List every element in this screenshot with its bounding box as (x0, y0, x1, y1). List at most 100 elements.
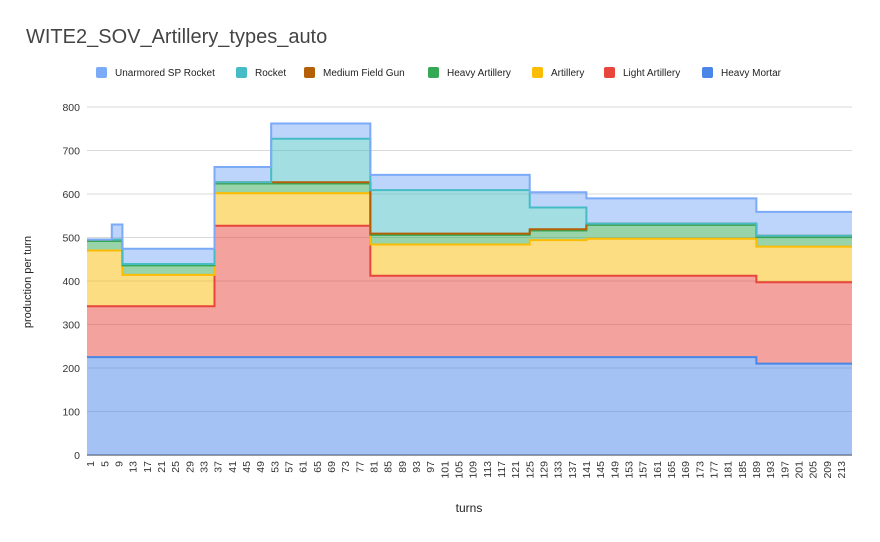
legend-item-light-artillery[interactable]: Light Artillery (604, 67, 681, 79)
y-tick-label: 700 (62, 146, 80, 158)
area-unarmored-sp-rocket (87, 123, 852, 265)
x-tick-label: 209 (822, 461, 834, 479)
legend-swatch (702, 67, 713, 78)
x-tick-label: 33 (199, 461, 211, 473)
x-tick-label: 5 (99, 461, 111, 467)
y-tick-label: 600 (62, 189, 80, 201)
series-areas (87, 123, 852, 455)
x-tick-label: 45 (241, 461, 253, 473)
x-tick-label: 89 (397, 461, 409, 473)
x-tick-label: 117 (496, 461, 508, 478)
x-tick-label: 17 (142, 461, 154, 473)
legend-swatch (428, 67, 439, 78)
legend-item-medium-field-gun[interactable]: Medium Field Gun (304, 67, 405, 79)
x-tick-label: 157 (638, 461, 650, 479)
x-tick-label: 189 (751, 461, 763, 479)
y-tick-label: 500 (62, 233, 80, 245)
x-tick-label: 21 (156, 461, 168, 473)
x-tick-label: 109 (468, 461, 480, 479)
x-tick-label: 169 (680, 461, 692, 479)
x-tick-label: 177 (709, 461, 721, 479)
x-tick-label: 97 (425, 461, 437, 473)
x-tick-label: 37 (213, 461, 225, 473)
x-tick-label: 113 (482, 461, 494, 478)
x-tick-label: 101 (439, 461, 451, 479)
legend-item-rocket[interactable]: Rocket (236, 67, 287, 79)
x-tick-label: 133 (553, 461, 565, 479)
x-tick-label: 173 (694, 461, 706, 479)
x-tick-label: 73 (340, 461, 352, 473)
x-tick-label: 197 (779, 461, 791, 479)
line-unarmored-sp-rocket (87, 122, 852, 250)
x-tick-label: 205 (808, 461, 820, 479)
area-light-artillery (87, 225, 852, 364)
x-tick-label: 121 (510, 461, 522, 479)
x-tick-label: 93 (411, 461, 423, 473)
x-tick-label: 161 (652, 461, 664, 479)
legend-label: Heavy Mortar (721, 68, 782, 79)
x-tick-label: 145 (595, 461, 607, 479)
line-heavy-mortar (87, 356, 852, 365)
x-tick-label: 85 (383, 461, 395, 473)
x-tick-label: 201 (794, 461, 806, 479)
line-artillery (87, 192, 852, 276)
legend-label: Heavy Artillery (447, 68, 511, 79)
x-tick-label: 185 (737, 461, 749, 479)
x-tick-label: 141 (581, 461, 593, 479)
legend-label: Medium Field Gun (323, 68, 405, 79)
x-tick-label: 149 (609, 461, 621, 479)
area-artillery (87, 193, 852, 307)
legend-swatch (236, 67, 247, 78)
y-tick-label: 100 (62, 407, 80, 419)
chart-title: WITE2_SOV_Artillery_types_auto (26, 26, 328, 48)
x-tick-label: 57 (284, 461, 296, 473)
x-tick-label: 9 (114, 461, 126, 467)
x-tick-label: 13 (128, 461, 140, 473)
x-tick-label: 53 (269, 461, 281, 473)
legend-label: Unarmored SP Rocket (115, 68, 215, 79)
y-tick-label: 200 (62, 363, 80, 375)
legend-label: Rocket (255, 68, 287, 79)
x-tick-label: 105 (454, 461, 466, 479)
legend-label: Artillery (551, 68, 585, 79)
y-tick-label: 400 (62, 276, 80, 288)
legend-item-heavy-artillery[interactable]: Heavy Artillery (428, 67, 511, 79)
y-tick-label: 300 (62, 320, 80, 332)
line-light-artillery (87, 224, 852, 308)
x-tick-label: 181 (723, 461, 735, 479)
legend-swatch (304, 67, 315, 78)
y-tick-labels: 0 100 200 300 400 500 600 700 800 (62, 102, 80, 462)
x-tick-label: 69 (326, 461, 338, 473)
x-tick-label: 25 (170, 461, 182, 473)
x-tick-label: 129 (539, 461, 551, 479)
legend-swatch (96, 67, 107, 78)
area-heavy-mortar (87, 357, 852, 455)
x-tick-labels: 1 5 9 13 17 21 25 29 33 37 41 45 49 53 57 61 65 69 73 77 81 8… (85, 461, 848, 479)
y-tick-label: 800 (62, 102, 80, 114)
area-rocket (87, 138, 852, 265)
x-tick-label: 77 (354, 461, 366, 473)
y-tick-label: 0 (74, 450, 80, 462)
x-tick-label: 193 (765, 461, 777, 479)
legend-item-unarmored-sp-rocket[interactable]: Unarmored SP Rocket (96, 67, 215, 79)
legend-swatch (604, 67, 615, 78)
legend-swatch (532, 67, 543, 78)
x-tick-label: 165 (666, 461, 678, 479)
x-tick-label: 125 (524, 461, 536, 479)
legend-item-artillery[interactable]: Artillery (532, 67, 585, 79)
x-tick-label: 29 (184, 461, 196, 473)
x-tick-label: 81 (369, 461, 381, 473)
x-tick-label: 65 (312, 461, 324, 473)
series-lines (87, 122, 852, 365)
x-tick-label: 137 (567, 461, 579, 479)
x-tick-label: 213 (836, 461, 848, 479)
x-tick-label: 153 (624, 461, 636, 479)
x-axis-label: turns (455, 501, 483, 515)
x-tick-label: 1 (85, 461, 97, 467)
legend-label: Light Artillery (623, 68, 681, 79)
x-tick-label: 41 (227, 461, 239, 473)
x-tick-label: 61 (298, 461, 310, 473)
legend-item-heavy-mortar[interactable]: Heavy Mortar (702, 67, 782, 79)
x-tick-label: 49 (255, 461, 267, 473)
